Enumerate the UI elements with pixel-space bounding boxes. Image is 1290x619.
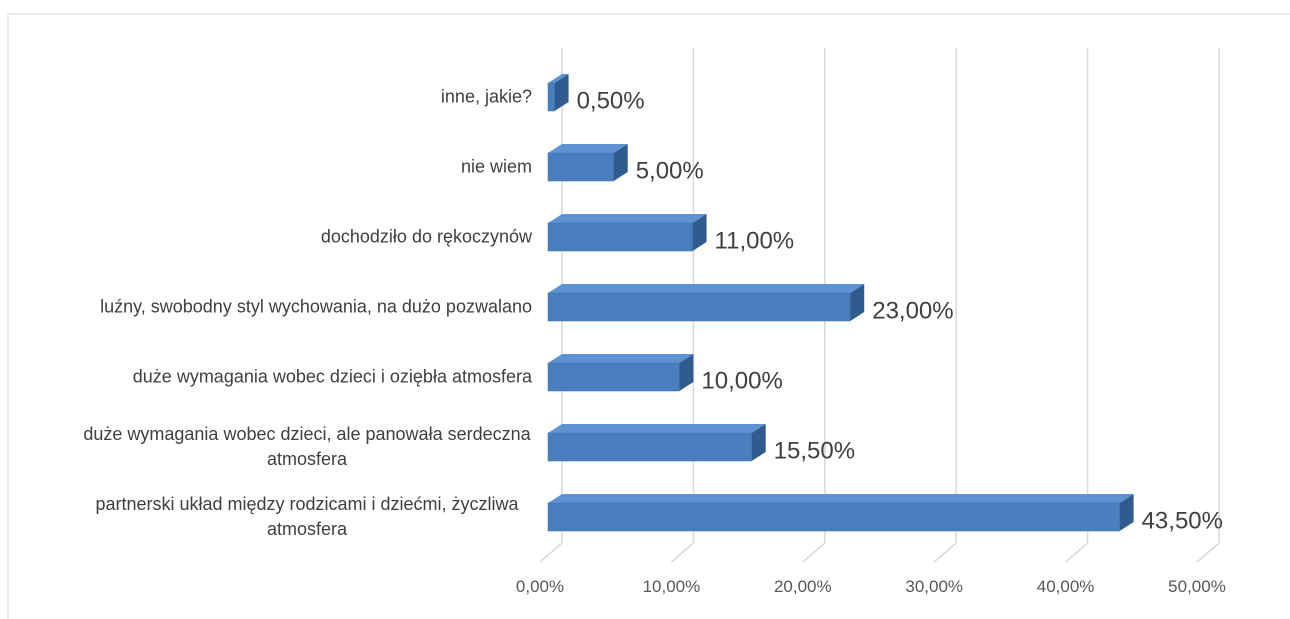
floor-line (802, 542, 826, 563)
category-text: luźny, swobodny styl wychowania, na dużo… (100, 296, 532, 317)
bar-side (850, 284, 865, 321)
floor-line (1065, 542, 1089, 563)
value-label: 5,00% (636, 157, 704, 184)
category-text: dochodziło do rękoczynów (320, 226, 532, 247)
bar (547, 292, 851, 322)
x-tick-label: 40,00% (1037, 577, 1095, 596)
bar-side (692, 214, 707, 251)
bar-side (613, 144, 628, 181)
bar-side (554, 74, 569, 111)
bar (547, 502, 1120, 532)
category-text: inne, jakie? (440, 86, 532, 107)
chart-border (7, 13, 1290, 619)
floor-line (933, 542, 957, 563)
category-text: duże wymagania wobec dzieci i oziębła at… (132, 366, 532, 387)
x-tick-label: 20,00% (774, 577, 832, 596)
bar-top (548, 494, 1134, 503)
value-label: 15,50% (774, 437, 855, 464)
category-label: nie wiem (461, 155, 532, 180)
bar (547, 152, 614, 182)
bar (547, 222, 693, 252)
bar-top (548, 354, 694, 363)
floor-line (539, 542, 563, 563)
category-text: nie wiem (460, 156, 532, 177)
x-tick-label: 50,00% (1168, 577, 1226, 596)
category-label: partnerski układ między rodzicami i dzie… (82, 492, 532, 542)
bar-top (548, 284, 865, 293)
value-label: 11,00% (715, 227, 795, 254)
value-label: 23,00% (872, 297, 953, 324)
x-tick-label: 10,00% (643, 577, 701, 596)
category-label: duże wymagania wobec dzieci i oziębła at… (133, 365, 532, 390)
category-text: duże wymagania wobec dzieci, ale panował… (83, 424, 531, 469)
bar-side (751, 424, 766, 461)
bar (547, 82, 555, 112)
category-label: luźny, swobodny styl wychowania, na dużo… (100, 295, 532, 320)
bar-top (548, 214, 707, 223)
bar (547, 432, 752, 462)
category-label: duże wymagania wobec dzieci, ale panował… (82, 422, 532, 472)
floor-line (1196, 542, 1220, 563)
value-label: 10,00% (701, 367, 782, 394)
bar-top (548, 424, 766, 433)
bar-top (548, 144, 628, 153)
x-tick-label: 0,00% (516, 577, 564, 596)
bar (547, 362, 680, 392)
bar-side (1119, 494, 1134, 531)
value-label: 0,50% (577, 87, 645, 114)
value-label: 43,50% (1142, 507, 1223, 534)
bar-top (548, 74, 569, 83)
category-label: inne, jakie? (441, 85, 532, 110)
x-tick-label: 30,00% (905, 577, 963, 596)
floor-line (670, 542, 694, 563)
category-text: partnerski układ między rodzicami i dzie… (95, 494, 519, 539)
category-label: dochodziło do rękoczynów (321, 225, 532, 250)
bar-side (679, 354, 694, 391)
